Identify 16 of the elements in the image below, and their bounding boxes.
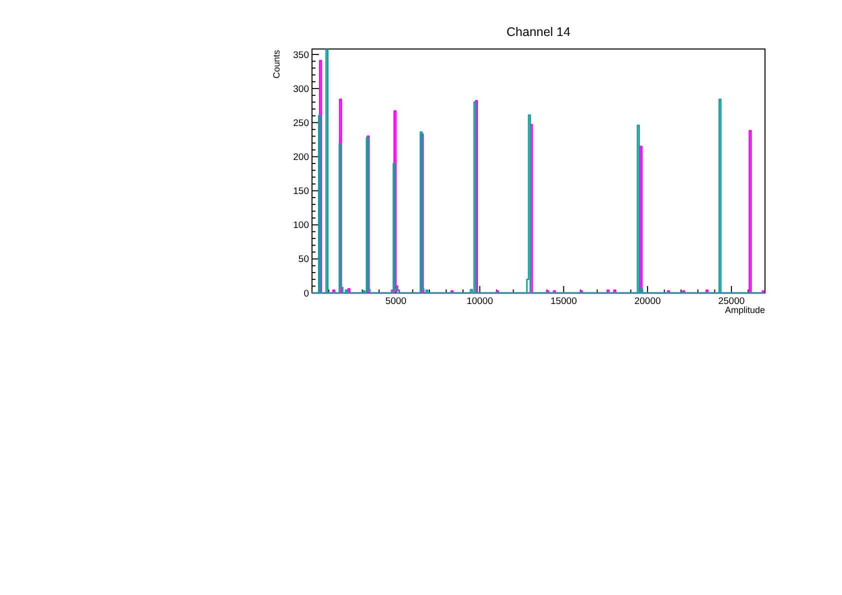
y-axis-title: Counts <box>272 50 282 79</box>
y-tick-label: 50 <box>298 254 309 266</box>
x-axis-title: Amplitude <box>724 305 765 315</box>
y-tick-label: 0 <box>304 288 309 300</box>
y-tick-label: 150 <box>293 186 309 198</box>
x-tick-label: 20000 <box>634 296 661 307</box>
y-tick-label: 200 <box>293 152 309 164</box>
y-tick-label: 300 <box>293 84 309 95</box>
y-tick-label: 100 <box>293 220 309 232</box>
y-tick-label: 250 <box>293 118 309 129</box>
chart-title: Channel 14 <box>506 25 571 39</box>
x-tick-label: 10000 <box>466 296 493 307</box>
x-tick-label: 25000 <box>718 296 745 307</box>
x-tick-label: 5000 <box>385 296 406 307</box>
y-tick-label: 350 <box>293 50 309 61</box>
x-tick-label: 15000 <box>550 296 577 307</box>
